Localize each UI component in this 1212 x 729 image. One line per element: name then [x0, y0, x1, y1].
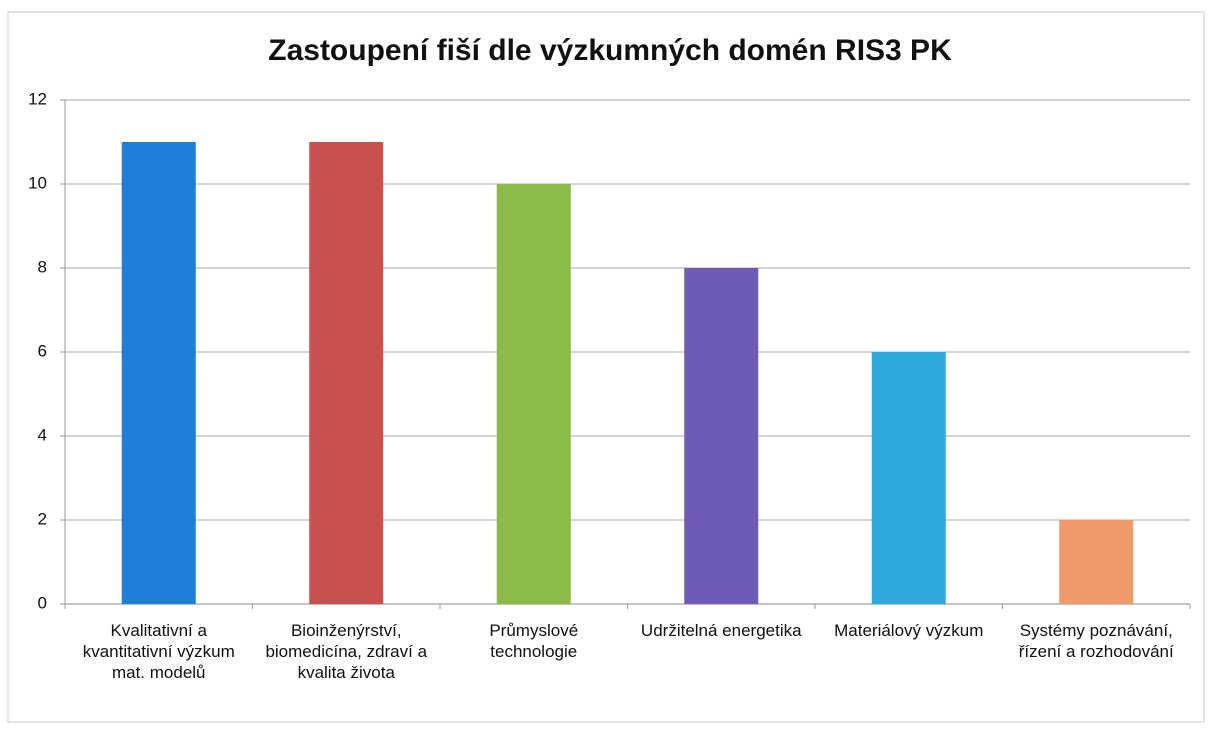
x-tick-label: Systémy poznávání, řízení a rozhodování — [1018, 621, 1174, 661]
x-tick-label: Udržitelná energetika — [640, 621, 802, 640]
bar — [684, 268, 759, 604]
bar — [871, 352, 946, 604]
y-tick-label: 12 — [28, 89, 47, 108]
chart-title: Zastoupení fiší dle výzkumných domén RIS… — [268, 34, 952, 67]
bar — [496, 184, 571, 604]
bar — [1059, 520, 1134, 604]
bar — [309, 142, 384, 604]
y-tick-label: 8 — [38, 257, 47, 276]
y-tick-label: 2 — [38, 509, 47, 528]
x-tick-label: Průmyslové technologie — [489, 621, 579, 661]
x-tick-label: Kvalitativní a kvantitativní výzkum mat.… — [82, 621, 235, 682]
y-tick-label: 10 — [28, 173, 47, 192]
y-tick-label: 0 — [38, 593, 47, 612]
chart-frame — [7, 11, 1205, 723]
y-tick-label: 6 — [38, 341, 47, 360]
bar — [121, 142, 196, 604]
x-tick-label: Bioinženýrství, biomedicína, zdraví a kv… — [265, 621, 428, 682]
y-tick-label: 4 — [38, 425, 47, 444]
x-tick-label: Materiálový výzkum — [834, 621, 984, 640]
